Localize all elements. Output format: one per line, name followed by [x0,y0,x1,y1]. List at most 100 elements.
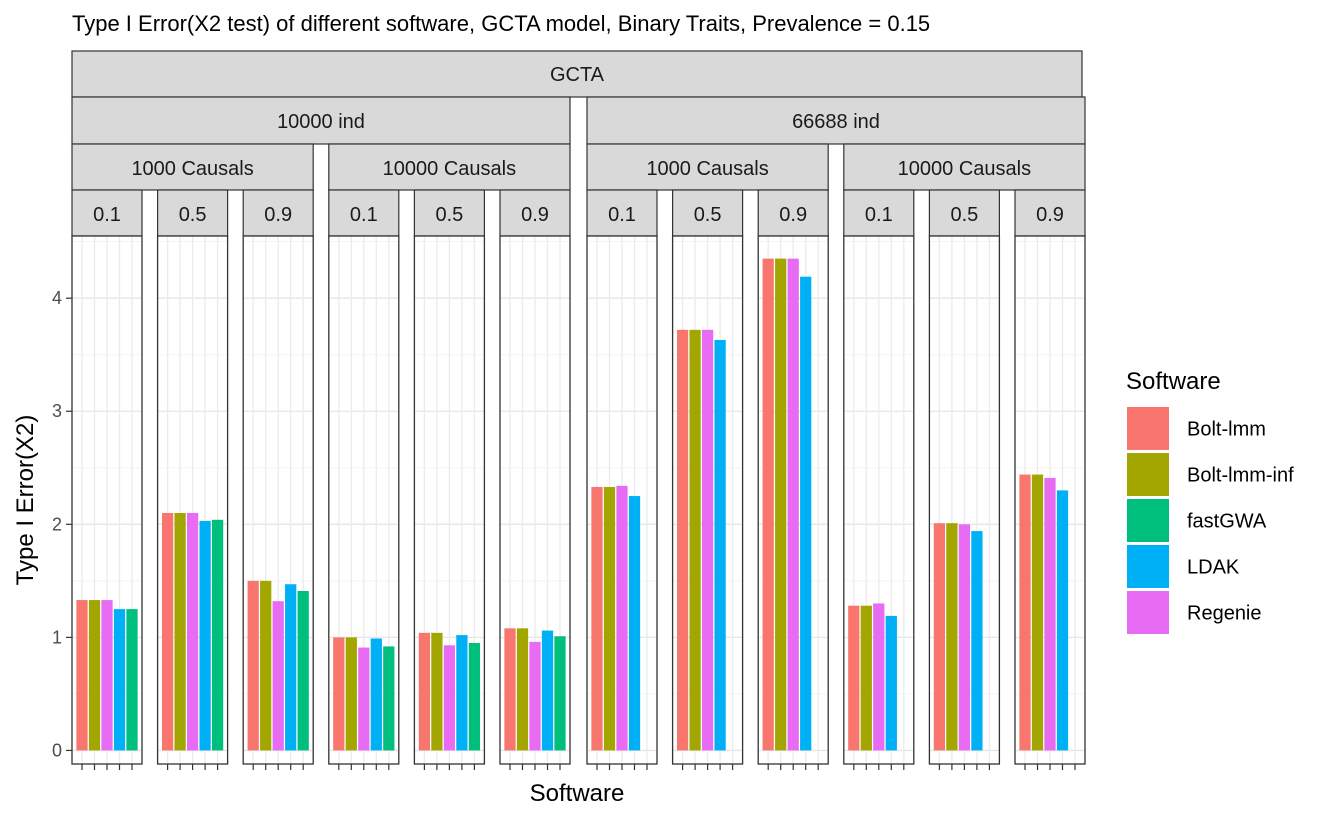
panel: 0.1 [586,189,658,770]
panel-border [156,235,229,765]
ind-strip-label: 66688 ind [792,111,880,133]
causal-strip-label: 1000 Causals [646,158,768,180]
heritability-strip-label: 0.1 [350,204,378,226]
bar-bolt-lmm-inf [88,600,101,751]
causal-group-10000-causals: 10000 Causals 0.1 0.5 0.9 [843,143,1086,770]
causal-strip [843,143,1086,191]
y-tick-label: 4 [52,288,62,308]
heritability-strip [1014,189,1086,237]
panel-border [843,235,915,765]
panel-border [1014,235,1086,765]
bar-bolt-lmm [418,632,431,751]
panel-bars [933,523,983,751]
bar-fastgwa [468,643,481,751]
bar-regenie [443,645,456,751]
panel-bars [161,513,224,751]
bar-ldak [885,615,897,751]
panel-bars [418,632,481,751]
heritability-strip-label: 0.5 [694,204,722,226]
panel-border [671,235,744,765]
legend-label: Regenie [1187,603,1262,625]
bar-ldak [199,520,211,751]
ind-strip [586,96,1086,145]
panel: 0.5 [156,189,229,770]
heritability-strip-label: 0.1 [608,204,636,226]
bar-bolt-lmm [676,329,689,751]
heritability-strip-label: 0.9 [1036,204,1064,226]
bar-regenie [616,485,628,751]
bar-bolt-lmm-inf [860,605,872,751]
bar-fastgwa [211,519,224,751]
bar-bolt-lmm [933,523,946,751]
bar-ldak [800,276,812,751]
y-tick-label: 3 [52,401,62,421]
panel-bars [762,258,812,751]
bar-ldak [541,630,554,751]
bar-bolt-lmm [591,486,603,751]
bar-bolt-lmm-inf [689,329,701,751]
x-axis-title: Software [530,780,625,807]
panel-bars [848,603,897,751]
panel-bars [676,329,726,751]
bar-bolt-lmm-inf [946,523,958,751]
legend-title: Software [1126,368,1221,395]
heritability-strip [328,189,400,237]
bar-bolt-lmm-inf [174,513,186,751]
panel-border [499,235,571,765]
bar-regenie [787,258,799,751]
bar-regenie [101,600,113,751]
legend-label: Bolt-lmm [1187,419,1266,441]
causal-group-10000-causals: 10000 Causals 0.1 0.5 0.9 [328,143,571,770]
y-tick-label: 2 [52,514,62,534]
causal-strip-label: 10000 Causals [898,158,1031,180]
heritability-strip-label: 0.9 [264,204,292,226]
heritability-strip [757,189,829,237]
bar-bolt-lmm [76,600,88,751]
causal-group-1000-causals: 1000 Causals 0.1 0.5 0.9 [71,143,314,770]
bar-ldak [113,609,126,751]
bar-regenie [358,647,370,751]
heritability-strip-label: 0.9 [521,204,549,226]
legend-key-regenie [1127,591,1169,634]
legend-item-regenie: Regenie [1127,591,1262,634]
bar-ldak [456,635,468,751]
panel-bars [1019,474,1069,751]
y-tick-label: 1 [52,627,62,647]
bar-fastgwa [554,636,566,751]
legend-item-ldak: LDAK [1127,545,1240,588]
heritability-strip-label: 0.1 [865,204,893,226]
panel-bars [247,580,309,751]
bar-regenie [873,603,885,751]
legend-label: fastGWA [1187,511,1267,533]
bar-ldak [1056,490,1069,751]
bar-regenie [186,513,199,751]
panel: 0.1 [71,189,143,770]
legend-item-bolt-lmm: Bolt-lmm [1127,407,1266,450]
panel: 0.5 [413,189,486,770]
bar-bolt-lmm-inf [516,628,529,751]
bar-fastgwa [297,591,309,751]
bar-bolt-lmm-inf [775,258,787,751]
bar-regenie [1044,477,1056,751]
legend-key-ldak [1127,545,1169,588]
heritability-strip [499,189,571,237]
ind-strip [71,96,571,145]
chart-title: Type I Error(X2 test) of different softw… [72,11,930,36]
bar-fastgwa [383,646,395,751]
heritability-strip-label: 0.9 [779,204,807,226]
panel: 0.5 [928,189,1001,770]
panel-border [413,235,486,765]
y-axis: 0 1 2 3 4 [52,288,72,760]
bar-bolt-lmm-inf [1031,474,1044,751]
panel-border [757,235,829,765]
ind-strip-label: 10000 ind [277,111,365,133]
legend-item-bolt-lmm-inf: Bolt-lmm-inf [1127,453,1294,496]
causal-group-1000-causals: 1000 Causals 0.1 0.5 0.9 [586,143,829,770]
legend-key-bolt-lmm [1127,407,1169,450]
panel-bars [333,637,395,751]
bar-fastgwa [126,609,138,751]
legend: Software Bolt-lmm Bolt-lmm-inf fastGWA LDAK… [1126,368,1294,634]
bar-ldak [714,340,726,751]
